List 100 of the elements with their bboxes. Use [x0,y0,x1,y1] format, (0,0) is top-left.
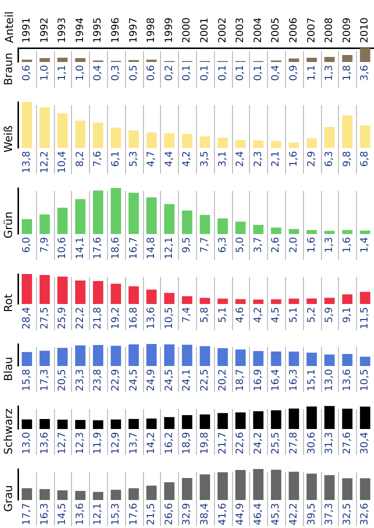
data-label: 12,3 [74,432,86,454]
data-label: 30,4 [360,432,371,454]
data-label: 0,3 [110,65,122,81]
data-label: 18,6 [110,237,122,260]
bar [75,420,86,429]
data-label: 12,9 [110,432,122,454]
data-label: 1,1 [306,65,318,81]
data-label: 5,8 [199,307,210,323]
data-label: 0,1 [252,65,264,81]
bar [40,489,50,500]
x-tick-label: 2008 [324,18,336,43]
data-label: 12,1 [164,237,175,260]
data-label: 14,2 [146,432,158,454]
bar [146,197,157,234]
x-tick-label: 2010 [360,18,371,43]
data-label: 16,7 [128,237,140,260]
x-tick-label: 1992 [39,18,50,43]
data-label: 16,3 [39,503,50,526]
bar [324,127,335,148]
bar [200,414,210,429]
data-label: 24,5 [128,369,140,392]
data-label: 27,6 [342,432,353,454]
bar [92,420,104,429]
x-tick-label: 2006 [288,18,300,43]
data-label: 25,5 [270,432,282,454]
data-label: 1,4 [360,237,371,253]
bar [40,419,50,429]
bar [75,280,86,304]
data-label: 1,3 [324,237,336,253]
bar [218,413,228,429]
bar [288,352,300,366]
data-label: 4,6 [235,307,246,323]
bar [306,474,317,500]
bar [253,140,264,148]
data-label: 5,9 [324,307,336,323]
data-label: 12,2 [39,151,50,174]
bar [164,292,174,304]
bar [110,420,122,429]
data-label: 19,8 [199,432,210,454]
x-tick-label: 1993 [57,18,68,43]
bar [200,298,210,304]
data-label: 20,2 [217,369,228,392]
bar [288,298,300,304]
bar [40,274,50,304]
data-label: 26,6 [164,503,175,526]
bar [110,188,122,234]
data-label: 12,7 [57,432,68,454]
bar [324,230,335,234]
bar [110,128,122,148]
bar [218,298,228,304]
x-tick-label: 2003 [235,18,246,43]
data-label: 10,5 [360,369,371,392]
data-label: 38,4 [199,503,210,526]
data-label: 24,9 [146,369,158,392]
data-label: 17,3 [39,369,50,392]
data-label: 13,6 [74,503,86,526]
bar [110,346,122,366]
bar [164,204,174,234]
bar [40,350,50,366]
data-label: 4,7 [146,151,158,167]
data-label: 4,2 [182,151,193,167]
data-label: 9,5 [182,237,193,253]
data-label: 12,1 [92,503,104,526]
data-label: 7,9 [39,237,50,253]
bar [75,490,86,500]
bar [200,214,210,234]
bar [57,208,68,234]
data-label: 10,5 [164,307,175,330]
bar [218,138,228,148]
bar [270,228,282,234]
data-label: 14,8 [146,237,158,260]
data-label: 46,4 [252,503,264,526]
bar [288,472,300,500]
data-label: 2,4 [235,151,246,167]
x-tick-label: 1996 [110,18,122,43]
data-label: 13,6 [342,369,353,392]
bar [253,224,264,234]
bar [128,192,139,234]
data-label: 5,2 [306,307,318,323]
x-tick-label: 1991 [21,18,32,43]
bar [306,352,317,366]
bar [128,418,139,429]
bar [253,300,264,304]
data-label: 25,9 [57,307,68,330]
bar [40,214,50,234]
bar [164,133,174,148]
bar [218,218,228,234]
bar [306,138,317,148]
bar [342,478,352,500]
bar [182,344,192,366]
bar [360,48,370,62]
bar [92,280,104,304]
data-label: 23,8 [92,369,104,392]
data-label: 0,1 [199,65,210,81]
data-label: 16,8 [128,307,140,330]
data-label: 3,5 [199,151,210,167]
data-label: 32,5 [342,503,353,526]
bar [57,113,68,148]
data-label: 2,3 [252,151,264,167]
data-label: 22,2 [74,307,86,330]
